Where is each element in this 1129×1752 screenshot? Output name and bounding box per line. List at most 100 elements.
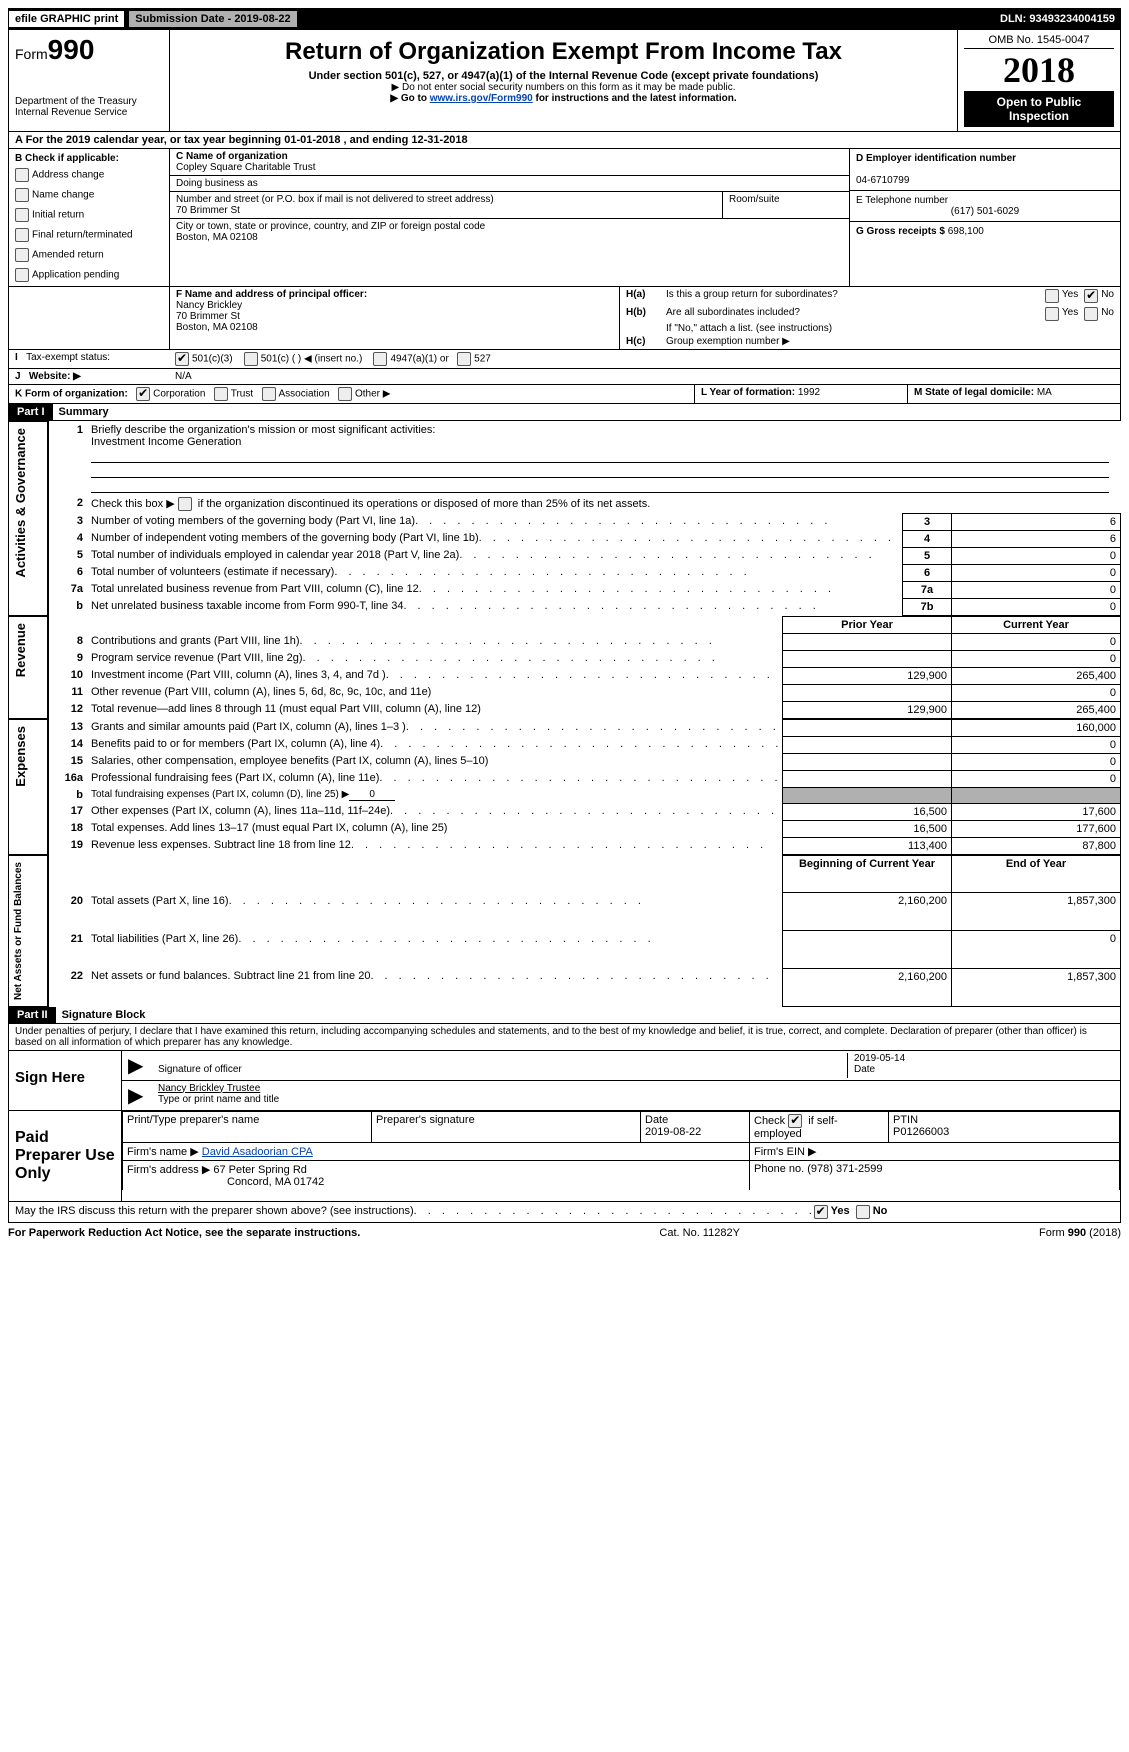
cb-initial-return[interactable]	[15, 208, 29, 222]
line-11-current: 0	[952, 684, 1121, 701]
cb-name-change[interactable]	[15, 188, 29, 202]
domicile-value: MA	[1037, 387, 1052, 398]
line-13-current: 160,000	[952, 719, 1121, 736]
line-13-text: Grants and similar amounts paid (Part IX…	[91, 721, 406, 733]
cb-assoc[interactable]	[262, 387, 276, 401]
cb-discuss-no[interactable]	[856, 1205, 870, 1219]
section-exp-label: Expenses	[13, 722, 28, 791]
cat-no: Cat. No. 11282Y	[659, 1227, 740, 1239]
line-8-prior	[783, 633, 952, 650]
pra-notice: For Paperwork Reduction Act Notice, see …	[8, 1227, 360, 1239]
sig-officer-label: Signature of officer	[158, 1064, 242, 1075]
line-7a-text: Total unrelated business revenue from Pa…	[91, 583, 419, 595]
line-15-prior	[783, 753, 952, 770]
line-12-text: Total revenue—add lines 8 through 11 (mu…	[91, 703, 481, 715]
line-18-prior: 16,500	[783, 820, 952, 837]
cb-501c3[interactable]	[175, 352, 189, 366]
f-h-row: F Name and address of principal officer:…	[8, 287, 1121, 350]
sig-date-value: 2019-05-14	[854, 1053, 905, 1064]
cb-ha-no[interactable]	[1084, 289, 1098, 303]
dln-label: DLN: 93493234004159	[994, 11, 1121, 27]
line-2-text: Check this box ▶ if the organization dis…	[91, 498, 650, 510]
cb-address-change[interactable]	[15, 168, 29, 182]
irs-form990-link[interactable]: www.irs.gov/Form990	[430, 93, 533, 104]
ein-value: 04-6710799	[856, 175, 909, 186]
discuss-row: May the IRS discuss this return with the…	[8, 1202, 1121, 1223]
cb-hb-no[interactable]	[1084, 307, 1098, 321]
line-12-current: 265,400	[952, 701, 1121, 718]
form-footer: Form 990 (2018)	[1039, 1227, 1121, 1239]
revenue-table: Revenue Prior Year Current Year 8Contrib…	[8, 616, 1121, 719]
cb-527[interactable]	[457, 352, 471, 366]
cb-discuss-yes[interactable]	[814, 1205, 828, 1219]
cb-final-return[interactable]	[15, 228, 29, 242]
domicile-label: M State of legal domicile:	[914, 387, 1037, 398]
part-1-title: Summary	[53, 404, 115, 420]
cb-4947[interactable]	[373, 352, 387, 366]
net-assets-table: Net Assets or Fund Balances Beginning of…	[8, 855, 1121, 1007]
line-21-text: Total liabilities (Part X, line 26)	[91, 933, 238, 945]
cb-other[interactable]	[338, 387, 352, 401]
cb-501c[interactable]	[244, 352, 258, 366]
row-j: J Website: ▶ N/A	[8, 369, 1121, 385]
cb-self-employed[interactable]	[788, 1114, 802, 1128]
opt-trust: Trust	[231, 389, 253, 400]
cb-discontinued[interactable]	[178, 497, 192, 511]
row-a-pre: A For the 2019 calendar year, or tax yea…	[15, 134, 284, 146]
row-klm: K Form of organization: Corporation Trus…	[8, 385, 1121, 404]
sig-date-label: Date	[854, 1064, 875, 1075]
line-9-current: 0	[952, 650, 1121, 667]
org-name: Copley Square Charitable Trust	[176, 162, 316, 173]
firm-ein-label: Firm's EIN ▶	[754, 1146, 817, 1158]
gross-receipts-label: G Gross receipts $	[856, 226, 948, 237]
cb-ha-yes[interactable]	[1045, 289, 1059, 303]
cb-pending[interactable]	[15, 268, 29, 282]
line-10-text: Investment income (Part VIII, column (A)…	[91, 669, 386, 681]
line-11-text: Other revenue (Part VIII, column (A), li…	[91, 686, 431, 698]
line-7b-value: 0	[952, 598, 1121, 615]
h-b-note: If "No," attach a list. (see instruction…	[620, 323, 1120, 334]
part-1-header-row: Part I Summary	[8, 404, 1121, 421]
page-footer: For Paperwork Reduction Act Notice, see …	[8, 1223, 1121, 1243]
expenses-table: Expenses 13Grants and similar amounts pa…	[8, 719, 1121, 855]
opt-other: Other ▶	[355, 389, 390, 400]
opt-corp: Corporation	[153, 389, 205, 400]
typed-name: Nancy Brickley Trustee	[158, 1083, 260, 1094]
firm-name-link[interactable]: David Asadoorian CPA	[202, 1146, 313, 1158]
mission-text: Investment Income Generation	[91, 436, 241, 448]
ha-yes: Yes	[1062, 289, 1078, 300]
line-17-prior: 16,500	[783, 803, 952, 820]
identity-grid: B Check if applicable: Address change Na…	[8, 149, 1121, 287]
box-f-label: F Name and address of principal officer:	[176, 289, 367, 300]
line-5-value: 0	[952, 547, 1121, 564]
city-value: Boston, MA 02108	[176, 232, 258, 243]
firm-name-label: Firm's name ▶	[127, 1146, 199, 1158]
phone-label: E Telephone number	[856, 195, 948, 206]
line-1-text: Briefly describe the organization's miss…	[91, 424, 435, 436]
cb-corp[interactable]	[136, 387, 150, 401]
line-16a-current: 0	[952, 770, 1121, 787]
submission-date: Submission Date - 2019-08-22	[129, 11, 296, 27]
section-net-label: Net Assets or Fund Balances	[13, 858, 24, 1004]
prep-name-label: Print/Type preparer's name	[127, 1114, 259, 1126]
box-c-label: C Name of organization	[176, 151, 288, 162]
form-header: Form990 Department of the Treasury Inter…	[8, 30, 1121, 132]
sign-here-block: Sign Here ▶ Signature of officer 2019-05…	[8, 1051, 1121, 1111]
current-year-header: Current Year	[952, 616, 1121, 633]
open-to-public-badge: Open to Public Inspection	[964, 91, 1114, 127]
firm-phone-label: Phone no.	[754, 1163, 807, 1175]
dba-label: Doing business as	[176, 178, 258, 189]
form-990-text: 990	[48, 34, 95, 65]
cb-hb-yes[interactable]	[1045, 307, 1059, 321]
governance-table: Activities & Governance 1 Briefly descri…	[8, 421, 1121, 616]
goto-pre: ▶ Go to	[390, 93, 429, 104]
tax-year: 2018	[964, 49, 1114, 91]
row-a-tax-year: A For the 2019 calendar year, or tax yea…	[8, 132, 1121, 149]
cb-trust[interactable]	[214, 387, 228, 401]
cb-amended[interactable]	[15, 248, 29, 262]
line-7a-value: 0	[952, 581, 1121, 598]
part-2-header-row: Part II Signature Block	[8, 1007, 1121, 1024]
year-formation-value: 1992	[798, 387, 820, 398]
box-b-label: B Check if applicable:	[15, 153, 163, 164]
street-value: 70 Brimmer St	[176, 205, 240, 216]
